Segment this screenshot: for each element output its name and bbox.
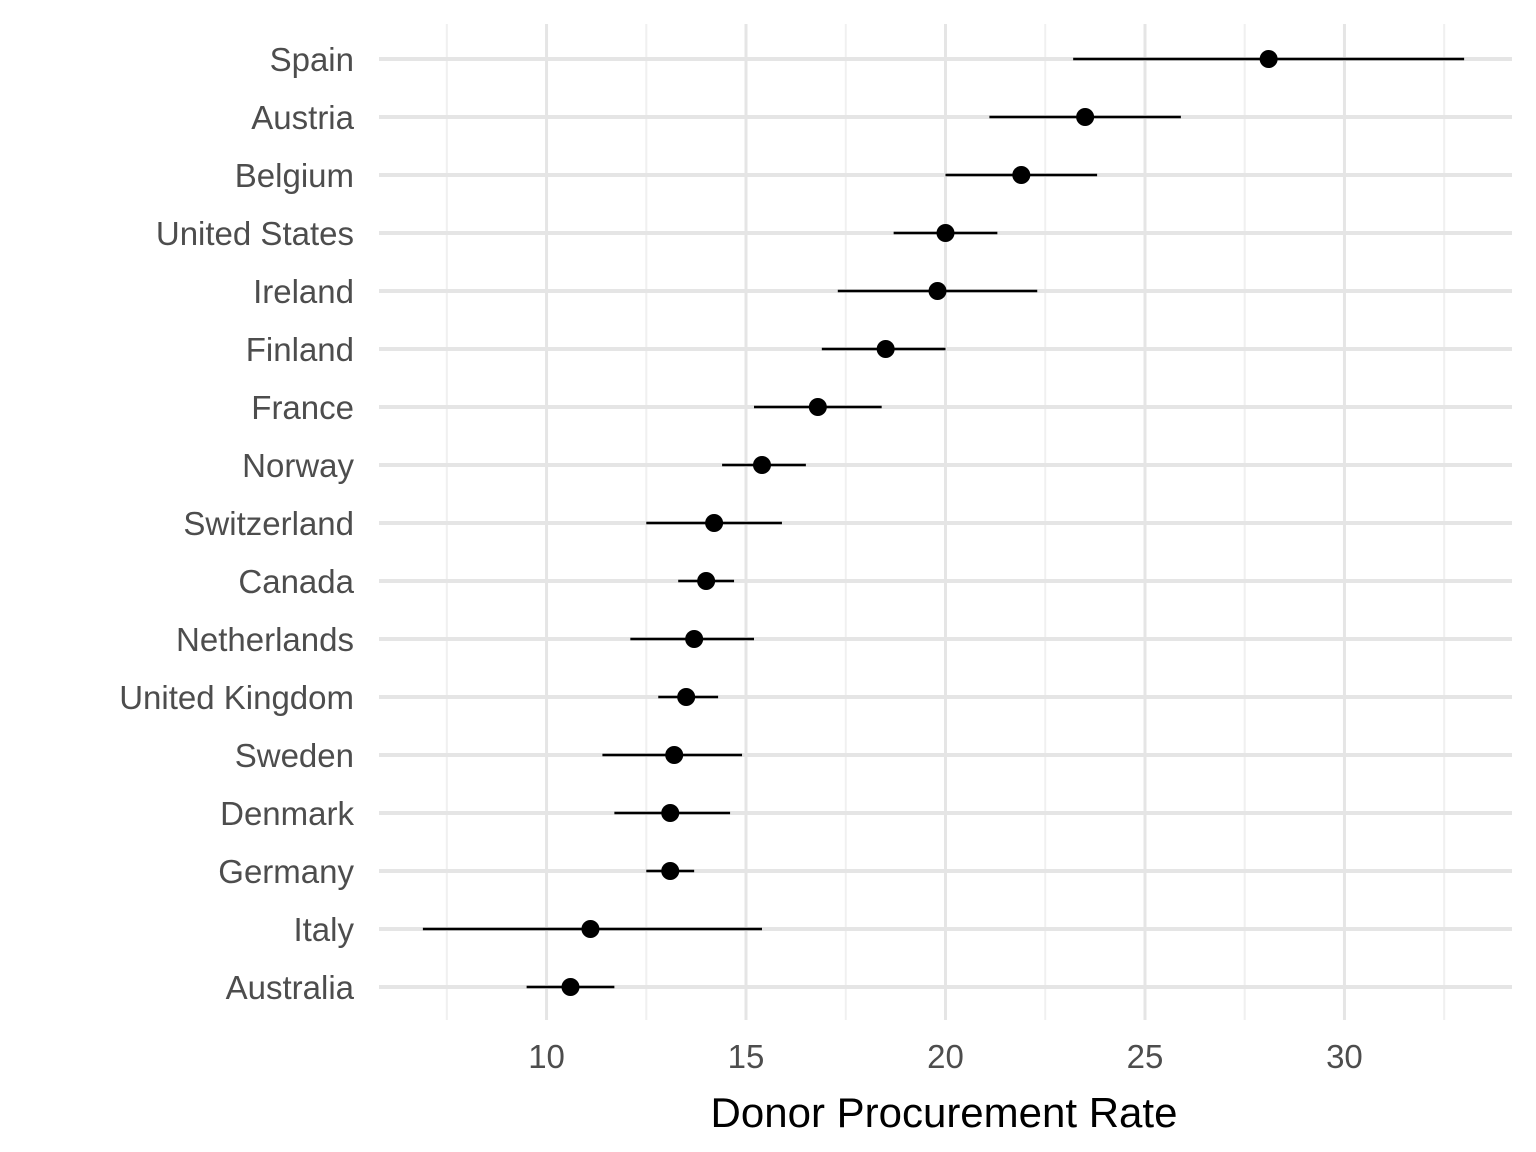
grid-lines: [379, 24, 1512, 1020]
y-tick-label: Austria: [251, 99, 354, 136]
data-point: [697, 572, 716, 590]
data-point: [661, 804, 680, 822]
y-tick-label: United States: [156, 215, 354, 252]
data-point: [808, 398, 827, 416]
y-tick-label: Switzerland: [183, 505, 354, 542]
data-point: [752, 456, 771, 474]
x-tick-label: 30: [1326, 1038, 1363, 1075]
y-tick-label: Ireland: [253, 273, 354, 310]
y-tick-label: Germany: [218, 853, 354, 890]
x-axis-tick-labels: 10 15 20 25 30: [528, 1038, 1363, 1075]
y-tick-label: Finland: [246, 331, 354, 368]
data-point: [928, 282, 947, 300]
y-tick-label: Canada: [238, 563, 354, 600]
y-tick-label: France: [251, 389, 354, 426]
y-tick-label: Spain: [270, 41, 354, 78]
y-tick-label: Netherlands: [176, 621, 354, 658]
data-point: [1259, 50, 1278, 68]
x-tick-label: 25: [1127, 1038, 1164, 1075]
y-tick-label: Sweden: [235, 737, 354, 774]
y-tick-label: Italy: [293, 911, 354, 948]
x-tick-label: 10: [528, 1038, 565, 1075]
data-point: [936, 224, 955, 242]
data-point: [581, 920, 600, 938]
y-tick-label: Australia: [226, 969, 355, 1006]
data-point: [1076, 108, 1095, 126]
x-tick-label: 20: [927, 1038, 964, 1075]
y-tick-label: United Kingdom: [119, 679, 354, 716]
x-axis-title: Donor Procurement Rate: [711, 1089, 1178, 1136]
y-axis-tick-labels: Spain Austria Belgium United States Ireland F…: [119, 41, 354, 1006]
data-point: [1012, 166, 1031, 184]
data-point: [677, 688, 696, 706]
data-point: [661, 862, 680, 880]
data-points: [561, 50, 1278, 996]
data-point: [561, 978, 580, 996]
y-tick-label: Belgium: [235, 157, 354, 194]
data-point: [685, 630, 704, 648]
x-tick-label: 15: [728, 1038, 765, 1075]
y-tick-label: Denmark: [220, 795, 354, 832]
data-point: [876, 340, 895, 358]
y-tick-label: Norway: [242, 447, 354, 484]
data-point: [705, 514, 724, 532]
data-point: [665, 746, 684, 764]
